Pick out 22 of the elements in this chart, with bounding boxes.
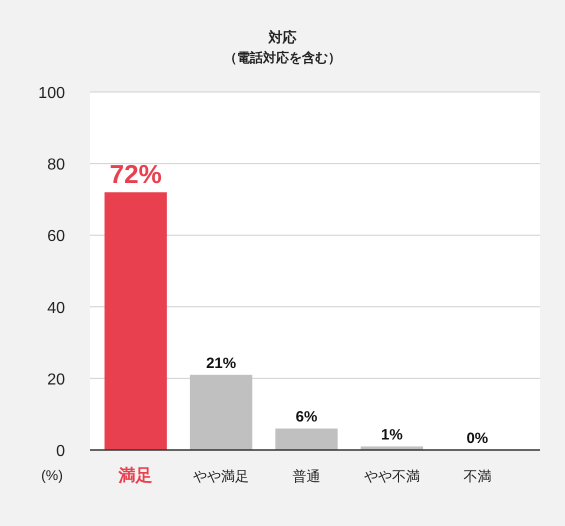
- data-label: 72%: [110, 159, 162, 190]
- chart-title: 対応: [268, 29, 296, 45]
- y-axis-title: (%): [41, 467, 63, 483]
- data-label: 0%: [466, 430, 488, 447]
- data-label: 6%: [296, 408, 318, 426]
- y-tick-label: 100: [38, 85, 66, 102]
- data-label: 1%: [381, 426, 403, 444]
- x-tick-label: 満足: [118, 466, 153, 485]
- bar: [104, 192, 167, 450]
- bar: [275, 428, 338, 450]
- y-tick-label: 40: [47, 300, 66, 317]
- x-tick-label: 不満: [463, 468, 492, 484]
- x-tick-label: 普通: [292, 468, 320, 484]
- y-tick-label: 60: [47, 228, 66, 246]
- y-tick-label: 0: [56, 443, 66, 460]
- x-tick-label: やや不満: [364, 468, 420, 484]
- x-tick-label: やや満足: [193, 468, 250, 484]
- bar: [190, 374, 252, 450]
- y-tick-label: 80: [47, 156, 66, 174]
- y-tick-label: 20: [47, 371, 66, 388]
- data-label: 21%: [206, 354, 236, 372]
- chart-subtitle: （電話対応を含む）: [224, 50, 341, 65]
